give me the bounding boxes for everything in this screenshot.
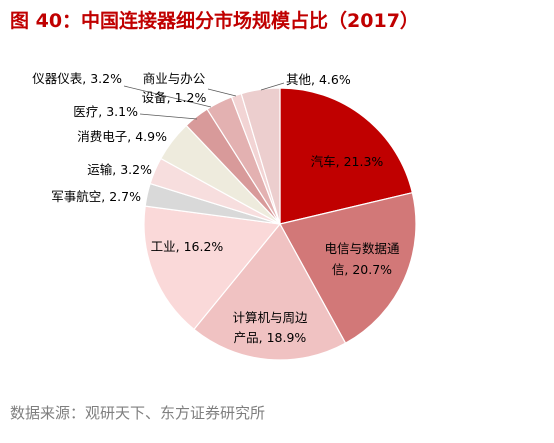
leader-line-other: [260, 82, 285, 91]
data-label-other: 其他, 4.6%: [286, 72, 351, 87]
pie-slice-computer-peripherals: [193, 222, 347, 361]
pie-slice-automotive: [279, 87, 414, 225]
data-label-commercial-office-equipment: 商业与办公设备, 1.2%: [142, 71, 207, 105]
data-label-consumer-electronics: 消费电子, 4.9%: [77, 129, 167, 144]
pie-slice-other: [240, 87, 281, 225]
leader-line-instrumentation: [123, 85, 212, 108]
pie-plot: [143, 87, 417, 361]
chart-title: 图 40：中国连接器细分市场规模占比（2017）: [10, 9, 419, 32]
data-label-industrial: 工业, 16.2%: [151, 239, 224, 254]
data-labels: 汽车, 21.3% 电信与数据通信, 20.7% 计算机与周边产品, 18.9% 工业…: [32, 71, 400, 345]
leader-line-medical: [139, 113, 198, 120]
pie-slice-industrial: [143, 205, 282, 331]
data-label-instrumentation: 仪器仪表, 3.2%: [32, 71, 122, 86]
pie-slice-telecom-datacom: [279, 191, 417, 344]
leader-line-commercial-office-equipment: [207, 88, 237, 97]
data-label-automotive: 汽车, 21.3%: [311, 154, 384, 169]
source-note: 数据来源：观研天下、东方证券研究所: [10, 404, 265, 422]
data-label-medical: 医疗, 3.1%: [73, 104, 138, 119]
data-label-telecom-datacom: 电信与数据通信, 20.7%: [324, 241, 400, 277]
leader-lines: [123, 82, 285, 120]
data-label-computer-peripherals: 计算机与周边产品, 18.9%: [232, 310, 308, 345]
data-label-military-aerospace: 军事航空, 2.7%: [51, 189, 141, 204]
data-label-transportation: 运输, 3.2%: [87, 162, 152, 177]
